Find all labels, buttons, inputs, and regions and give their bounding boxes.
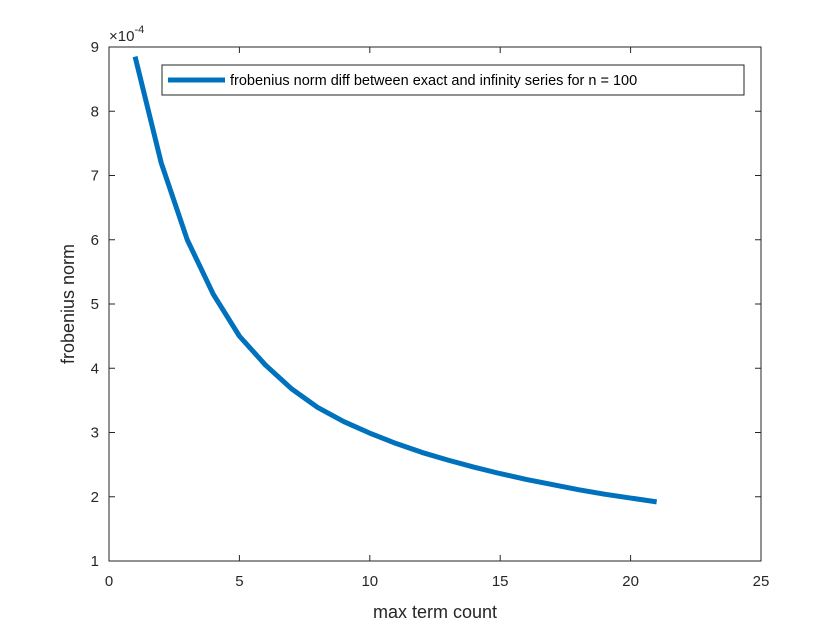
- y-tick-label: 1: [91, 553, 99, 570]
- series-layer: [132, 56, 658, 505]
- x-axis-label: max term count: [373, 602, 497, 622]
- legend-box: [161, 64, 745, 96]
- y-tick-label: 2: [91, 489, 99, 506]
- x-tick-label: 25: [753, 573, 770, 590]
- y-tick-label: 9: [91, 39, 99, 56]
- y-axis-exponent: ×10-4: [109, 24, 144, 45]
- y-tick-label: 7: [91, 168, 99, 185]
- y-tick-label: 6: [91, 232, 99, 249]
- axes-box: [108, 46, 762, 562]
- exponent-base: ×10: [109, 28, 134, 45]
- x-tick-label: 15: [492, 573, 509, 590]
- y-tick-label: 4: [91, 360, 99, 377]
- y-tick-label: 8: [91, 103, 99, 120]
- x-tick-label: 10: [361, 573, 378, 590]
- y-tick-label: 5: [91, 296, 99, 313]
- legend-entry-label: frobenius norm diff between exact and in…: [230, 73, 637, 89]
- x-tick-label: 0: [105, 573, 113, 590]
- exponent-power: -4: [134, 24, 144, 36]
- x-tick-label: 20: [622, 573, 639, 590]
- x-tick-label: 5: [235, 573, 243, 590]
- y-axis-label: frobenius norm: [58, 244, 78, 364]
- y-tick-label: 3: [91, 425, 99, 442]
- plot-area: [109, 47, 761, 561]
- legend: frobenius norm diff between exact and in…: [161, 64, 745, 96]
- tick-labels: 0 5 10 15 20 25 1 2 3 4 5 6 7 8 9: [91, 39, 770, 590]
